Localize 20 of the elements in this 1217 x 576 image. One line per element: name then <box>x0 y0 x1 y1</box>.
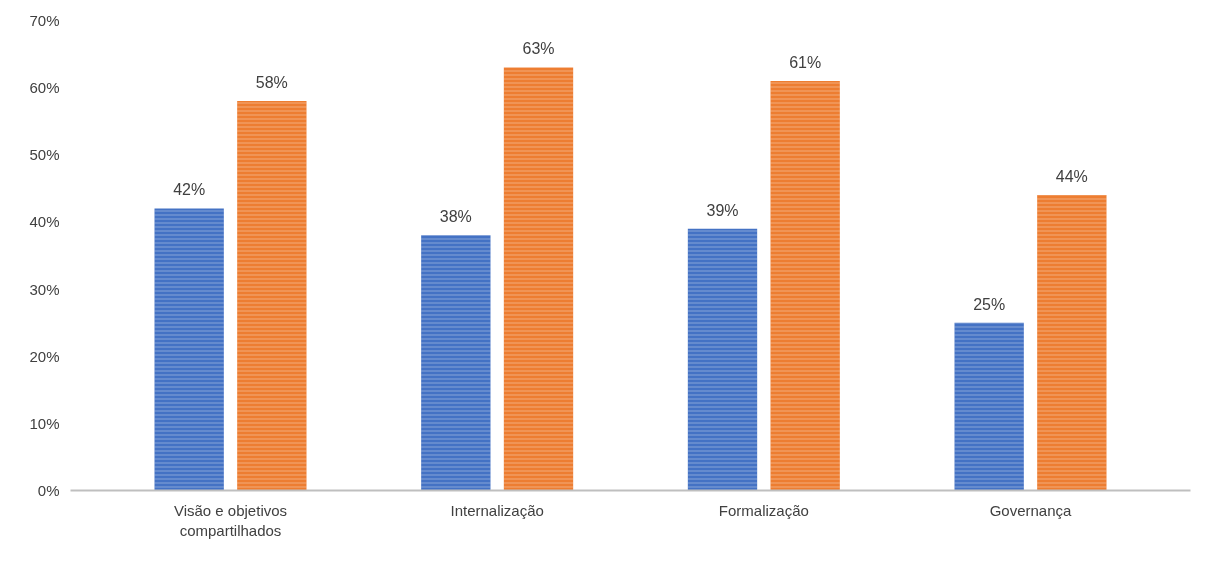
data-label: 61% <box>789 53 822 71</box>
y-tick-label: 70% <box>29 12 60 29</box>
data-label: 38% <box>439 208 472 226</box>
y-tick-label: 40% <box>29 213 60 231</box>
data-label: 25% <box>973 295 1006 313</box>
y-tick-label: 0% <box>37 482 60 499</box>
x-tick-label: Visão e objetivos compartilhados <box>173 501 288 539</box>
data-label: 39% <box>706 201 739 219</box>
y-tick-label: 30% <box>29 280 60 298</box>
data-label: 63% <box>522 40 555 58</box>
x-tick-label: Formalização <box>718 501 809 519</box>
data-label: 58% <box>255 74 288 91</box>
data-label: 42% <box>173 181 206 199</box>
data-label: 44% <box>1055 168 1088 185</box>
x-tick-label: Governança <box>989 501 1073 519</box>
y-tick-label: 50% <box>29 146 60 164</box>
x-tick-label: Internalização <box>450 501 544 519</box>
y-tick-label: 10% <box>29 414 60 432</box>
y-tick-label: 20% <box>29 347 60 365</box>
y-tick-label: 60% <box>29 79 60 97</box>
